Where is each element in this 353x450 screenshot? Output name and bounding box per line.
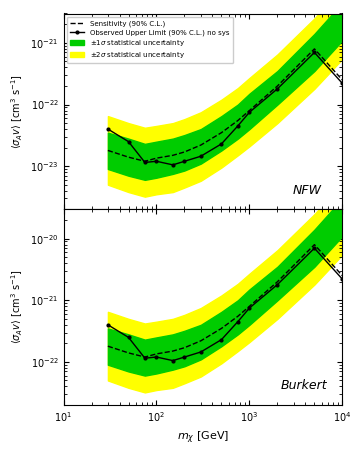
Text: Burkert: Burkert <box>281 379 328 392</box>
Text: $\chi\chi \rightarrow \nu\bar{\nu}$: $\chi\chi \rightarrow \nu\bar{\nu}$ <box>180 217 226 234</box>
Y-axis label: $\langle\sigma_A v\rangle$ [cm$^3$ s$^{-1}$]: $\langle\sigma_A v\rangle$ [cm$^3$ s$^{-… <box>9 270 25 345</box>
Y-axis label: $\langle\sigma_A v\rangle$ [cm$^3$ s$^{-1}$]: $\langle\sigma_A v\rangle$ [cm$^3$ s$^{-… <box>9 74 25 149</box>
Legend: Sensitivity (90% C.L.), Observed Upper Limit (90% C.L.) no sys, $\pm1\sigma$ sta: Sensitivity (90% C.L.), Observed Upper L… <box>67 17 233 63</box>
Text: NFW: NFW <box>292 184 321 197</box>
X-axis label: $m_\chi$ [GeV]: $m_\chi$ [GeV] <box>177 429 229 445</box>
